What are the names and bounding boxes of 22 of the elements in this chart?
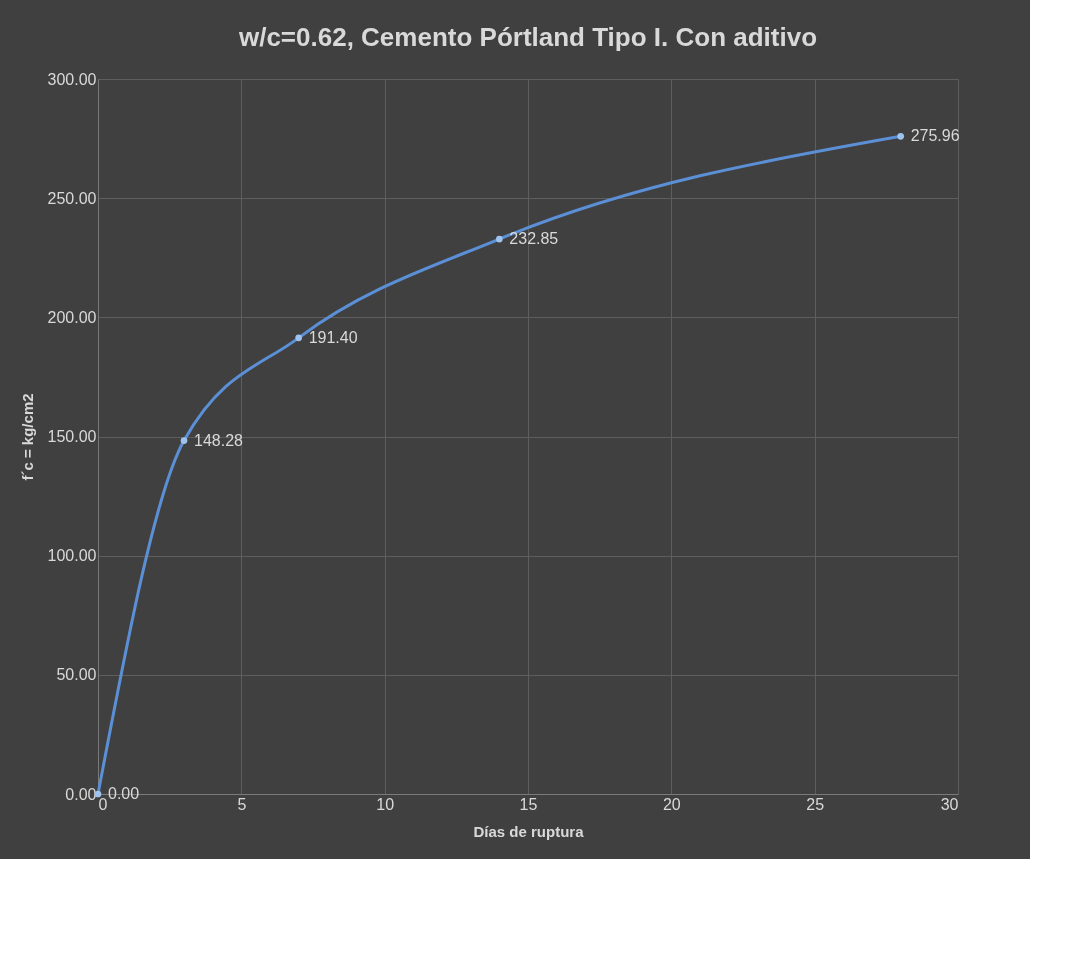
y-tick-label: 0.00 [65, 785, 97, 803]
y-tick-label: 50.00 [56, 666, 97, 684]
data-label: 0.00 [108, 785, 140, 802]
y-tick-label: 300.00 [47, 70, 97, 88]
x-tick-label: 25 [806, 795, 825, 813]
x-tick-label: 30 [940, 795, 959, 813]
x-tick-label: 10 [376, 795, 395, 813]
y-tick-label: 150.00 [47, 428, 97, 445]
y-tick-label: 100.00 [47, 547, 97, 565]
data-label: 275.96 [910, 127, 960, 145]
x-tick-label: 15 [519, 795, 538, 813]
y-axis-title: f´c = kg/cm2 [18, 393, 36, 481]
chart-title: w/c=0.62, Cemento Pórtland Tipo I. Con aditivo [237, 22, 818, 52]
x-tick-label: 5 [237, 795, 247, 813]
y-tick-label: 200.00 [47, 308, 97, 326]
x-tick-label: 20 [662, 795, 681, 813]
y-tick-label: 250.00 [47, 189, 97, 207]
data-label: 191.40 [308, 328, 358, 346]
data-label: 232.85 [509, 230, 559, 248]
data-label: 148.28 [194, 431, 244, 449]
x-axis-title: Días de ruptura [473, 822, 585, 840]
x-tick-label: 0 [98, 795, 108, 813]
